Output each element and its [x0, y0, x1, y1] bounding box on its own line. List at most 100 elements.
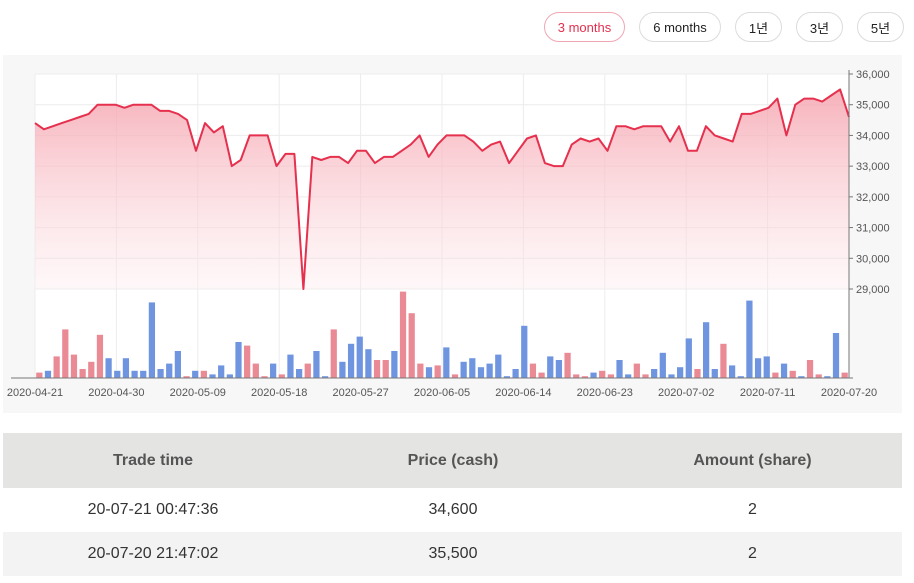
range-button-6-months[interactable]: 6 months	[639, 12, 721, 42]
volume-bar	[495, 354, 502, 378]
volume-bar	[278, 374, 285, 378]
volume-bar	[339, 361, 346, 378]
volume-bar	[44, 370, 52, 378]
volume-bar	[148, 302, 156, 378]
volume-bar	[287, 354, 294, 378]
volume-bar	[460, 361, 467, 378]
volume-bar	[616, 360, 623, 378]
volume-bar	[88, 361, 95, 378]
y-tick-label: 32,000	[856, 192, 890, 204]
volume-bar	[772, 372, 779, 378]
volume-bar	[157, 369, 164, 378]
volume-bar	[166, 363, 173, 378]
volume-bar	[815, 374, 822, 378]
volume-bar	[330, 329, 337, 378]
volume-bar	[469, 358, 476, 378]
x-tick-label: 2020-04-30	[88, 387, 144, 399]
x-tick-label: 2020-05-18	[251, 387, 307, 399]
volume-bar	[373, 360, 381, 378]
volume-bar	[304, 363, 311, 378]
y-tick-label: 29,000	[856, 284, 890, 296]
volume-bar	[347, 343, 355, 378]
y-tick-label: 35,000	[856, 100, 890, 112]
y-tick-label: 34,000	[856, 130, 890, 142]
volume-bar	[547, 356, 554, 378]
volume-bar	[183, 376, 190, 378]
volume-bar	[728, 365, 736, 378]
volume-bar	[391, 351, 398, 378]
volume-bar	[763, 356, 770, 378]
price-area-fill	[35, 89, 849, 290]
volume-bar	[599, 370, 606, 378]
trade-time-cell: 20-07-21 00:47:36	[3, 488, 303, 532]
volume-bar	[512, 369, 519, 378]
volume-bar	[806, 360, 814, 378]
volume-bar	[642, 374, 649, 378]
volume-bar	[720, 343, 727, 378]
volume-bar	[477, 367, 485, 378]
volume-bar	[200, 370, 207, 378]
volume-bar	[737, 376, 744, 378]
volume-bar	[96, 334, 104, 378]
x-tick-label: 2020-06-14	[495, 387, 551, 399]
volume-bar	[780, 363, 788, 378]
volume-bar	[694, 369, 701, 378]
range-button-3-months[interactable]: 3 months	[544, 12, 625, 42]
y-tick-label: 31,000	[856, 223, 890, 235]
volume-bar	[408, 313, 415, 378]
column-header-price: Price (cash)	[303, 433, 603, 488]
volume-bar	[651, 369, 658, 378]
volume-bar	[140, 370, 147, 378]
volume-bar	[321, 376, 329, 378]
volume-bar	[114, 370, 121, 378]
table-header-row: Trade time Price (cash) Amount (share)	[3, 433, 902, 488]
trade-time-cell: 20-07-20 21:47:02	[3, 532, 303, 576]
price-cell: 35,500	[303, 532, 603, 576]
x-tick-label: 2020-07-20	[821, 387, 877, 399]
trade-history-table: Trade time Price (cash) Amount (share) 2…	[3, 433, 902, 576]
volume-bar	[754, 358, 762, 378]
volume-bar	[382, 360, 389, 378]
x-tick-label: 2020-04-21	[7, 387, 63, 399]
volume-bar	[356, 336, 363, 378]
volume-bar	[244, 345, 251, 378]
volume-bar	[261, 376, 268, 378]
volume-bar	[677, 367, 684, 378]
volume-bar	[659, 352, 666, 378]
volume-bar	[702, 322, 710, 378]
volume-bar	[625, 374, 632, 378]
volume-bar	[564, 352, 571, 378]
price-cell: 34,600	[303, 488, 603, 532]
volume-bar	[538, 372, 545, 378]
volume-bar	[36, 372, 43, 378]
volume-bar	[746, 300, 753, 378]
volume-bar	[174, 351, 182, 378]
volume-bar	[503, 376, 511, 378]
x-tick-label: 2020-06-05	[414, 387, 470, 399]
y-tick-label: 33,000	[856, 161, 890, 173]
volume-bar	[70, 354, 78, 378]
volume-bar	[711, 369, 718, 378]
y-tick-label: 36,000	[856, 69, 890, 81]
volume-bar	[270, 363, 277, 378]
volume-bar	[832, 333, 840, 378]
range-button-1-year[interactable]: 1년	[735, 12, 782, 42]
x-tick-label: 2020-05-27	[332, 387, 388, 399]
chart-canvas: 36,000 35,000 34,000 33,000 32,000 31,000 30,0…	[7, 69, 890, 399]
x-tick-label: 2020-07-11	[740, 387, 795, 399]
volume-bar	[252, 363, 259, 378]
range-button-5-years[interactable]: 5년	[857, 12, 904, 42]
volume-bar	[486, 363, 493, 378]
volume-bar	[521, 325, 528, 378]
y-tick-label: 30,000	[856, 253, 890, 265]
volume-bar	[399, 291, 407, 378]
range-button-3-years[interactable]: 3년	[796, 12, 843, 42]
volume-bar	[529, 363, 537, 378]
amount-cell: 2	[603, 532, 902, 576]
table-row: 20-07-21 00:47:36 34,600 2	[3, 488, 902, 532]
volume-bar	[105, 358, 112, 378]
table-row: 20-07-20 21:47:02 35,500 2	[3, 532, 902, 576]
volume-bar	[295, 369, 303, 378]
price-line	[34, 88, 850, 290]
volume-bar	[798, 376, 805, 378]
